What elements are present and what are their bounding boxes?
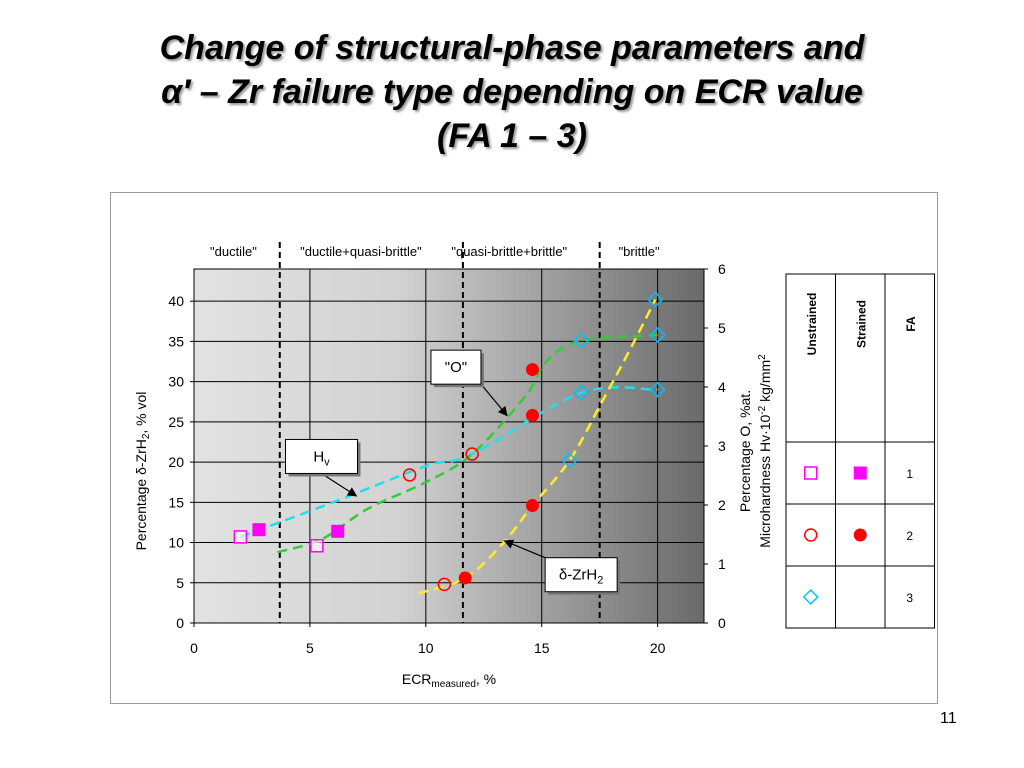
legend-marker-fa2-strained (853, 528, 867, 542)
data-point-fa2-unstrained-2 (402, 468, 417, 482)
x-axis-label: ECRmeasured, % (402, 671, 496, 690)
legend-header-unstrained: Unstrained (805, 293, 819, 356)
zone-label-1: "ductile" (210, 244, 257, 259)
data-point-fa3-unstrained-4 (647, 291, 664, 308)
chart: "ductile" "ductile+quasi-brittle" "quasi-b… (133, 242, 935, 690)
data-point-fa2-strained-4 (525, 363, 539, 377)
annotation-arrow-2 (321, 472, 358, 497)
data-point-fa3-unstrained-5 (649, 326, 666, 344)
x-tick-label: 5 (306, 640, 314, 656)
annotation-box-1 (430, 349, 482, 385)
y-right-tick-label: 2 (718, 497, 726, 513)
data-point-fa2-strained-2 (525, 499, 539, 513)
data-point-fa1-strained-1 (252, 523, 266, 537)
data-point-fa2-strained-3 (525, 408, 539, 422)
y-left-tick-label: 30 (168, 374, 184, 390)
legend-marker-fa2-unstrained (804, 528, 818, 542)
y-left-tick-label: 25 (168, 414, 184, 430)
annotation-label-1: "O" (445, 359, 467, 376)
legend-marker-fa1-unstrained (804, 466, 818, 480)
legend-frame (785, 273, 935, 629)
page-number: 11 (940, 710, 957, 727)
annotation-arrow-1 (480, 383, 508, 417)
legend-fa-3: 3 (906, 591, 913, 605)
y-left-tick-label: 0 (176, 615, 184, 631)
trend-line-2 (277, 333, 658, 554)
y-right-tick-label: 3 (718, 438, 726, 454)
data-point-fa1-strained-2 (331, 524, 345, 538)
y-right-tick-label: 5 (718, 320, 726, 336)
legend-marker-fa1-strained (853, 466, 867, 480)
title-line-3: (FA 1 – 3) (437, 117, 587, 155)
y-right-tick-label: 0 (718, 615, 726, 631)
legend-header-strained: Strained (854, 300, 868, 348)
legend-fa-2: 2 (906, 529, 913, 543)
data-point-fa2-strained-1 (458, 571, 472, 585)
x-tick-label: 10 (418, 640, 434, 656)
legend-table: Unstrained Strained FA 1 2 3 (785, 273, 935, 629)
annotation-label-3: δ-ZrH2 (559, 567, 603, 587)
data-point-fa2-unstrained-1 (437, 577, 452, 592)
data-point-fa1-unstrained-2 (310, 539, 324, 553)
y-left-tick-label: 35 (168, 333, 184, 349)
legend-fa-1: 1 (906, 467, 913, 481)
legend-marker-fa3-unstrained (802, 588, 819, 606)
zone-label-3: "quasi-brittle+brittle" (451, 244, 567, 259)
y-right-tick-label: 4 (718, 379, 726, 395)
legend-header-fa: FA (904, 316, 918, 332)
y-left-tick-label: 5 (176, 575, 184, 591)
y-left-tick-label: 15 (168, 494, 184, 510)
data-point-fa3-unstrained-6 (649, 381, 666, 398)
annotation-arrow-3 (503, 539, 546, 559)
data-point-fa1-unstrained-1 (233, 530, 248, 544)
data-point-fa3-unstrained-3 (573, 384, 590, 401)
data-point-fa2-unstrained-3 (465, 447, 479, 461)
y-right-axis-label-1: Percentage O, %at. (737, 390, 753, 512)
x-tick-label: 20 (650, 640, 666, 656)
zone-label-2: "ductile+quasi-brittle" (300, 244, 422, 259)
annotation-box-3 (544, 557, 618, 593)
annotation-box-2 (285, 438, 358, 474)
x-tick-label: 15 (534, 640, 550, 656)
trend-line-1 (239, 386, 658, 539)
y-left-tick-label: 40 (168, 293, 184, 309)
y-left-tick-label: 10 (168, 535, 184, 551)
y-right-axis-label-2: Microhardness Hv·10-2 kg/mm2 (757, 354, 773, 548)
zone-label-4: "brittle" (619, 244, 660, 259)
y-left-tick-label: 20 (168, 454, 184, 470)
y-right-tick-label: 1 (718, 556, 726, 572)
data-point-fa3-unstrained-2 (573, 332, 590, 349)
title-line-1: Change of structural-phase parameters an… (159, 29, 865, 67)
slide-title: Change of structural-phase parameters an… (40, 26, 984, 158)
plot-area (193, 268, 705, 624)
x-tick-label: 0 (190, 640, 198, 656)
y-right-tick-label: 6 (718, 261, 726, 277)
title-line-2: α′ – Zr failure type depending on ECR va… (161, 73, 863, 111)
data-point-fa3-unstrained-1 (561, 452, 578, 469)
y-left-axis-label: Percentage δ-ZrH2, % vol (133, 392, 152, 551)
